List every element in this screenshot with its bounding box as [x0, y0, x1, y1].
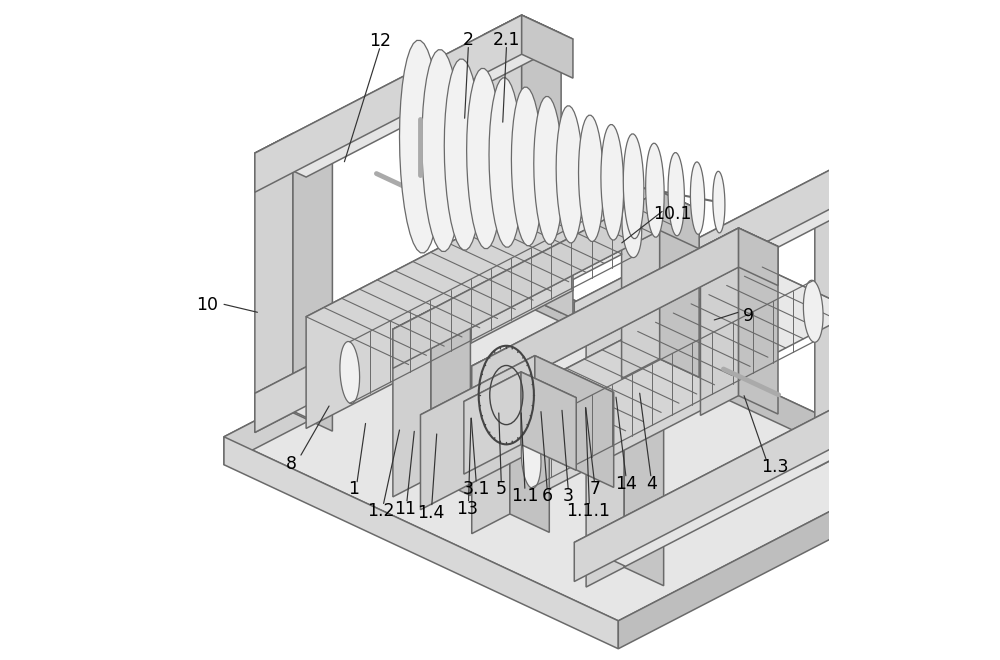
Text: 5: 5	[496, 480, 507, 498]
Polygon shape	[624, 288, 664, 585]
Text: 13: 13	[456, 500, 478, 517]
Polygon shape	[340, 341, 360, 403]
Polygon shape	[622, 191, 699, 230]
Polygon shape	[700, 228, 778, 266]
Text: 1: 1	[349, 480, 360, 498]
Polygon shape	[224, 437, 618, 649]
Text: 2.1: 2.1	[493, 30, 520, 48]
Polygon shape	[420, 356, 614, 451]
Text: 1.1.1: 1.1.1	[566, 502, 610, 520]
Polygon shape	[484, 15, 561, 53]
Polygon shape	[535, 356, 614, 487]
Polygon shape	[484, 15, 522, 314]
Polygon shape	[393, 191, 699, 348]
Polygon shape	[574, 405, 892, 566]
Polygon shape	[534, 96, 563, 244]
Polygon shape	[739, 228, 778, 286]
Text: 4: 4	[646, 475, 657, 493]
Polygon shape	[521, 426, 541, 488]
Text: 8: 8	[286, 455, 297, 473]
Polygon shape	[393, 191, 660, 368]
Polygon shape	[511, 87, 543, 246]
Polygon shape	[522, 255, 573, 318]
Polygon shape	[586, 288, 664, 326]
Text: 1.3: 1.3	[761, 457, 788, 476]
Polygon shape	[255, 255, 573, 417]
Polygon shape	[668, 152, 684, 236]
Polygon shape	[660, 191, 699, 378]
Polygon shape	[841, 164, 892, 227]
Polygon shape	[522, 15, 573, 78]
Polygon shape	[622, 195, 642, 257]
Polygon shape	[431, 310, 470, 496]
Polygon shape	[224, 279, 529, 465]
Polygon shape	[293, 133, 332, 431]
Text: 9: 9	[743, 306, 754, 325]
Polygon shape	[495, 267, 762, 517]
Text: 1.4: 1.4	[417, 504, 444, 521]
Polygon shape	[464, 372, 576, 427]
Polygon shape	[739, 228, 778, 414]
Polygon shape	[472, 346, 510, 534]
Polygon shape	[579, 115, 603, 242]
Polygon shape	[586, 288, 624, 587]
Polygon shape	[472, 228, 739, 405]
Text: 14: 14	[615, 475, 637, 493]
Polygon shape	[815, 170, 892, 208]
Polygon shape	[660, 191, 699, 249]
Polygon shape	[306, 179, 675, 364]
Polygon shape	[623, 134, 644, 238]
Polygon shape	[467, 69, 502, 249]
Polygon shape	[306, 179, 573, 428]
Text: 3.1: 3.1	[463, 480, 490, 498]
Polygon shape	[556, 106, 583, 243]
Text: 1.2: 1.2	[367, 502, 394, 520]
Polygon shape	[803, 280, 823, 343]
Polygon shape	[255, 133, 332, 172]
Polygon shape	[853, 170, 892, 467]
Polygon shape	[841, 405, 892, 467]
Polygon shape	[464, 372, 521, 474]
Polygon shape	[224, 279, 923, 621]
Text: 3: 3	[563, 486, 574, 505]
Text: 10.1: 10.1	[653, 205, 691, 223]
Polygon shape	[574, 164, 841, 341]
Polygon shape	[255, 133, 293, 432]
Polygon shape	[700, 228, 739, 415]
Polygon shape	[399, 40, 441, 253]
Polygon shape	[521, 372, 576, 471]
Polygon shape	[489, 78, 522, 247]
Polygon shape	[574, 164, 892, 326]
Text: 2: 2	[463, 30, 474, 48]
Text: 12: 12	[369, 32, 391, 50]
Text: 7: 7	[589, 480, 600, 498]
Polygon shape	[255, 15, 522, 192]
Polygon shape	[420, 356, 535, 510]
Polygon shape	[393, 310, 470, 348]
Polygon shape	[646, 143, 664, 237]
Text: 11: 11	[394, 500, 416, 517]
Polygon shape	[815, 170, 853, 469]
Polygon shape	[255, 15, 573, 177]
Polygon shape	[472, 346, 549, 385]
Polygon shape	[713, 172, 725, 233]
Polygon shape	[495, 267, 857, 449]
Polygon shape	[601, 125, 624, 240]
Polygon shape	[422, 50, 462, 251]
Polygon shape	[472, 228, 778, 385]
Text: 1.1: 1.1	[511, 486, 539, 505]
Polygon shape	[618, 463, 923, 649]
Polygon shape	[690, 162, 705, 234]
Polygon shape	[393, 310, 431, 497]
Polygon shape	[522, 15, 561, 313]
Polygon shape	[529, 279, 923, 491]
Polygon shape	[622, 191, 660, 379]
Polygon shape	[510, 346, 549, 533]
Polygon shape	[574, 405, 841, 581]
Polygon shape	[444, 59, 482, 250]
Polygon shape	[255, 255, 522, 432]
Text: 10: 10	[197, 296, 219, 314]
Text: 6: 6	[542, 486, 553, 505]
